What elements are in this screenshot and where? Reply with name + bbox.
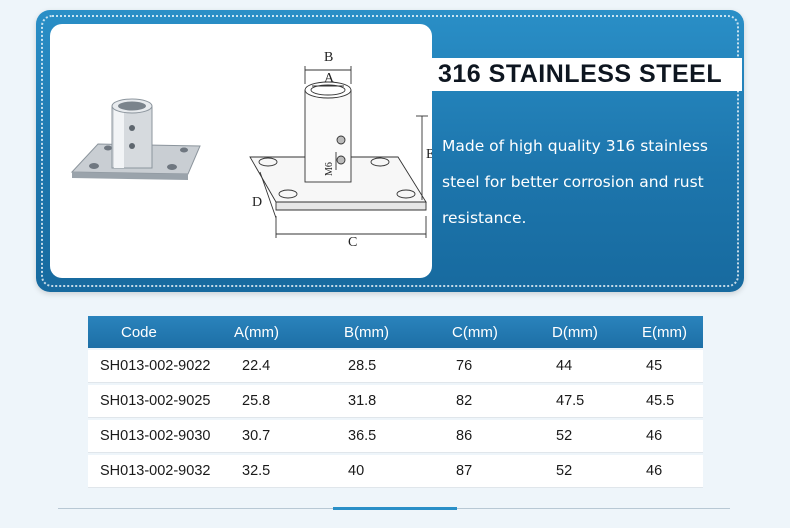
- cell-code: SH013-002-9032: [100, 463, 211, 479]
- cell-e: 46: [646, 463, 663, 479]
- cell-a: 32.5: [242, 463, 271, 479]
- cell-d: 44: [556, 358, 573, 374]
- cell-d: 52: [556, 463, 573, 479]
- cell-code: SH013-002-9022: [100, 358, 211, 374]
- cell-a: 22.4: [242, 358, 271, 374]
- column-header-b: B(mm): [344, 323, 389, 341]
- cell-e: 46: [646, 428, 663, 444]
- cell-b: 40: [348, 463, 365, 479]
- spec-table: Code A(mm) B(mm) C(mm) D(mm) E(mm) SH013…: [88, 316, 703, 487]
- column-header-e: E(mm): [642, 323, 687, 341]
- footer-accent-bar: [333, 507, 457, 510]
- cell-d: 47.5: [556, 393, 585, 409]
- cell-b: 28.5: [348, 358, 377, 374]
- dimension-labels: B A C D E M6: [252, 50, 432, 250]
- product-description: Made of high quality 316 stainless steel…: [442, 137, 708, 227]
- dim-label-thread: M6: [324, 162, 335, 176]
- dim-label-b: B: [324, 50, 333, 65]
- table-row: SH013-002-9022 22.4 28.5 76 44 45: [88, 350, 703, 382]
- table-row: SH013-002-9030 30.7 36.5 86 52 46: [88, 420, 703, 452]
- cell-code: SH013-002-9025: [100, 393, 211, 409]
- product-diagram: B A C D E M6: [70, 50, 432, 250]
- cell-e: 45: [646, 358, 663, 374]
- dim-label-c: C: [348, 235, 357, 250]
- cell-d: 52: [556, 428, 573, 444]
- cell-a: 30.7: [242, 428, 271, 444]
- cell-c: 87: [456, 463, 473, 479]
- cell-a: 25.8: [242, 393, 271, 409]
- product-image-card: B A C D E M6: [50, 24, 432, 278]
- cell-c: 86: [456, 428, 473, 444]
- table-header: Code A(mm) B(mm) C(mm) D(mm) E(mm): [88, 316, 703, 348]
- column-header-code: Code: [121, 323, 157, 341]
- column-header-d: D(mm): [552, 323, 598, 341]
- product-photo: [70, 98, 201, 180]
- cell-code: SH013-002-9030: [100, 428, 211, 444]
- cell-e: 45.5: [646, 393, 675, 409]
- cell-b: 31.8: [348, 393, 377, 409]
- cell-b: 36.5: [348, 428, 377, 444]
- dimension-drawing: [249, 66, 428, 238]
- cell-c: 82: [456, 393, 473, 409]
- dim-label-a: A: [324, 71, 335, 86]
- dim-label-d: D: [252, 195, 262, 210]
- table-row: SH013-002-9025 25.8 31.8 82 47.5 45.5: [88, 385, 703, 417]
- dim-label-e: E: [426, 147, 432, 162]
- column-header-a: A(mm): [234, 323, 279, 341]
- product-banner: B A C D E M6 316 STAINLESS STEEL Made of…: [36, 10, 744, 292]
- product-heading: 316 STAINLESS STEEL: [432, 58, 742, 91]
- dotted-border: [41, 15, 739, 287]
- cell-c: 76: [456, 358, 473, 374]
- column-header-c: C(mm): [452, 323, 498, 341]
- table-row: SH013-002-9032 32.5 40 87 52 46: [88, 455, 703, 487]
